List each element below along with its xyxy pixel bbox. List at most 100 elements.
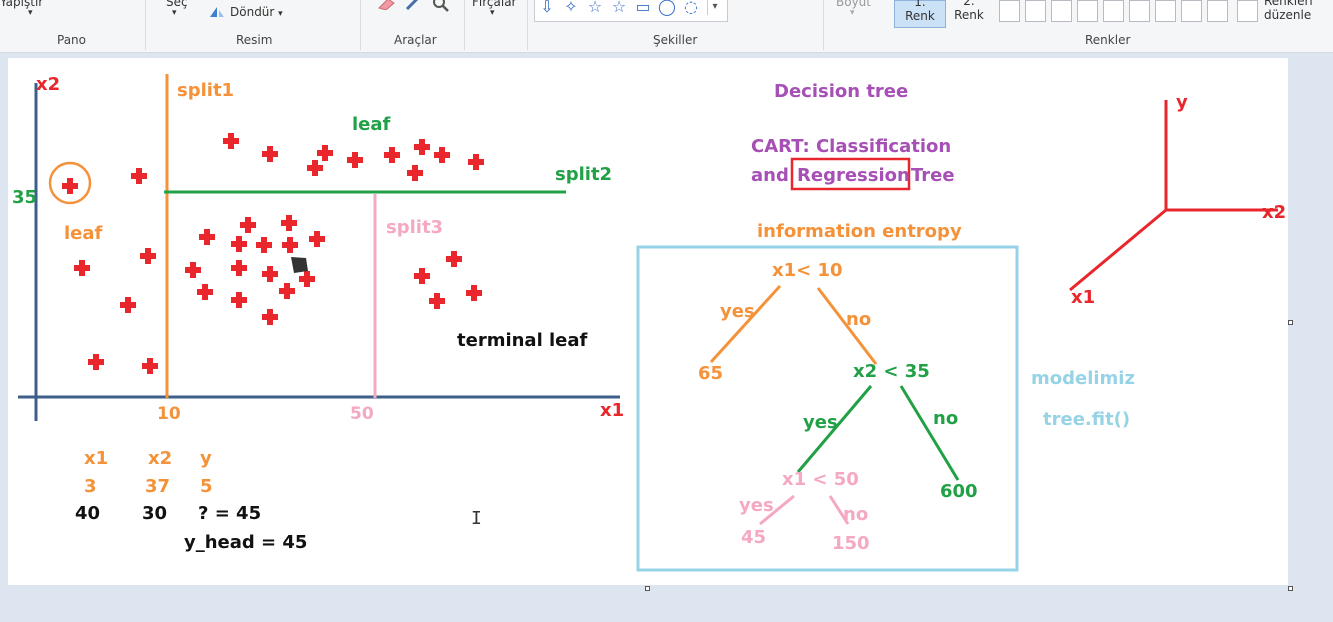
paste-dropdown-icon[interactable]: ▾ (28, 8, 33, 18)
scatter-point (88, 354, 104, 370)
tree-edge-label-yes: yes (720, 301, 755, 322)
rotate-dropdown-icon: ▾ (278, 9, 283, 19)
tree-edge-label-no: no (846, 309, 871, 330)
tree-edge (828, 495, 850, 525)
tree-leaf-45: 45 (741, 527, 766, 548)
shapes-more-icon[interactable]: ▾ (707, 0, 722, 15)
color-swatch[interactable] (1129, 0, 1150, 22)
paste-button[interactable]: Yapıştır (0, 0, 43, 9)
group-divider (527, 0, 528, 50)
color-swatch[interactable] (1181, 0, 1202, 22)
table-header-x2: x2 (148, 448, 172, 469)
table-cell: 40 (75, 503, 100, 524)
cart-title-and: and (751, 165, 789, 186)
cart-title-regression: Regression (797, 165, 910, 186)
scatter-point (120, 297, 136, 313)
star6-shape-icon[interactable]: ☆ (611, 0, 627, 16)
scatter-point (468, 154, 484, 170)
color1-button[interactable]: 1. Renk (894, 0, 946, 28)
tree-edge (816, 287, 878, 365)
canvas-resize-handle-corner[interactable] (1288, 586, 1293, 591)
tree-fit-label: tree.fit() (1043, 409, 1130, 430)
scatter-point (466, 285, 482, 301)
scatter-point (140, 248, 156, 264)
scatter-point (299, 271, 315, 287)
color-picker-icon[interactable] (404, 0, 426, 10)
table-cell: 37 (145, 476, 170, 497)
group-divider (360, 0, 361, 50)
axis3d-x1-line (1069, 208, 1167, 292)
tick-x-10: 10 (157, 404, 181, 424)
tree-edge-label-no: no (843, 504, 868, 525)
scatter-point (414, 139, 430, 155)
brushes-dropdown-icon[interactable]: ▾ (490, 8, 495, 18)
oval-callout-shape-icon[interactable]: ◯ (658, 0, 676, 16)
group-label-image: Resim (236, 33, 273, 47)
regression-highlight-box (790, 157, 911, 191)
scatter-point (131, 168, 147, 184)
paint-canvas[interactable]: x2 x1 35 10 50 split1 split2 split3 leaf… (8, 58, 1288, 585)
y-head-label: y_head = 45 (184, 532, 307, 553)
tree-box (636, 245, 1019, 572)
select-button[interactable]: Seç (166, 0, 188, 9)
scatter-point (74, 260, 90, 276)
select-dropdown-icon[interactable]: ▾ (172, 8, 177, 18)
leaf-top-label: leaf (352, 114, 391, 135)
scatter-point (347, 152, 363, 168)
decision-tree-title: Decision tree (774, 81, 908, 102)
table-cell: 3 (84, 476, 97, 497)
tree-edge (796, 385, 873, 473)
tree-leaf-65: 65 (698, 363, 723, 384)
color2-label: Renk (954, 8, 984, 22)
size-dropdown-icon[interactable]: ▾ (850, 8, 855, 18)
rotate-label: Döndür (230, 5, 275, 19)
star4-shape-icon[interactable]: ✧ (564, 0, 578, 16)
scatter-point (231, 292, 247, 308)
highlight-circle (48, 161, 92, 205)
color2-button[interactable]: 2. Renk (948, 0, 990, 26)
tick-x-50: 50 (350, 404, 374, 424)
canvas-resize-handle-bottom[interactable] (645, 586, 650, 591)
group-label-tools: Araçlar (394, 33, 437, 47)
scatter-point (223, 133, 239, 149)
tree-leaf-600: 600 (940, 481, 978, 502)
shapes-gallery[interactable]: ⇩ ✧ ☆ ☆ ▭ ◯ ◌ ▾ (534, 0, 728, 22)
tree-node-x2: x2 < 35 (853, 361, 930, 382)
scatter-point (231, 236, 247, 252)
table-cell: 30 (142, 503, 167, 524)
color-swatch[interactable] (1103, 0, 1124, 22)
color-swatch[interactable] (1025, 0, 1046, 22)
information-entropy-label: information entropy (757, 221, 962, 242)
color1-label: Renk (905, 9, 935, 23)
color-swatch[interactable] (1155, 0, 1176, 22)
eraser-icon[interactable] (376, 0, 398, 10)
color-swatch[interactable] (999, 0, 1020, 22)
color-swatch[interactable] (1237, 0, 1258, 22)
scatter-point (279, 283, 295, 299)
color-swatch[interactable] (1207, 0, 1228, 22)
scatter-point (199, 229, 215, 245)
split3-label: split3 (386, 217, 443, 238)
rotate-button[interactable]: Döndür ▾ (208, 5, 283, 19)
color-swatch[interactable] (1077, 0, 1098, 22)
magnifier-icon[interactable] (431, 0, 453, 12)
paste-label: Yapıştır (0, 0, 44, 9)
star5-shape-icon[interactable]: ☆ (587, 0, 603, 16)
tree-edge (709, 284, 782, 364)
edit-colors-label-line2: düzenle (1264, 8, 1312, 22)
scatter-point (434, 147, 450, 163)
edit-colors-button[interactable]: Renkleri düzenle (1264, 0, 1324, 26)
table-cell: 5 (200, 476, 213, 497)
axis3d-y-label: y (1176, 92, 1188, 113)
rect-callout-shape-icon[interactable]: ▭ (635, 0, 651, 16)
table-header-y: y (200, 448, 212, 469)
brushes-button[interactable]: Fırçalar (472, 0, 516, 9)
drawing-svg: x2 x1 35 10 50 split1 split2 split3 leaf… (12, 74, 1286, 572)
arrow-down-shape-icon[interactable]: ⇩ (540, 0, 554, 16)
size-button[interactable]: Boyut (836, 0, 871, 9)
scatter-point (197, 284, 213, 300)
cloud-callout-shape-icon[interactable]: ◌ (684, 0, 698, 16)
canvas-resize-handle-right[interactable] (1288, 320, 1293, 325)
scatter-point (414, 268, 430, 284)
color-swatch[interactable] (1051, 0, 1072, 22)
